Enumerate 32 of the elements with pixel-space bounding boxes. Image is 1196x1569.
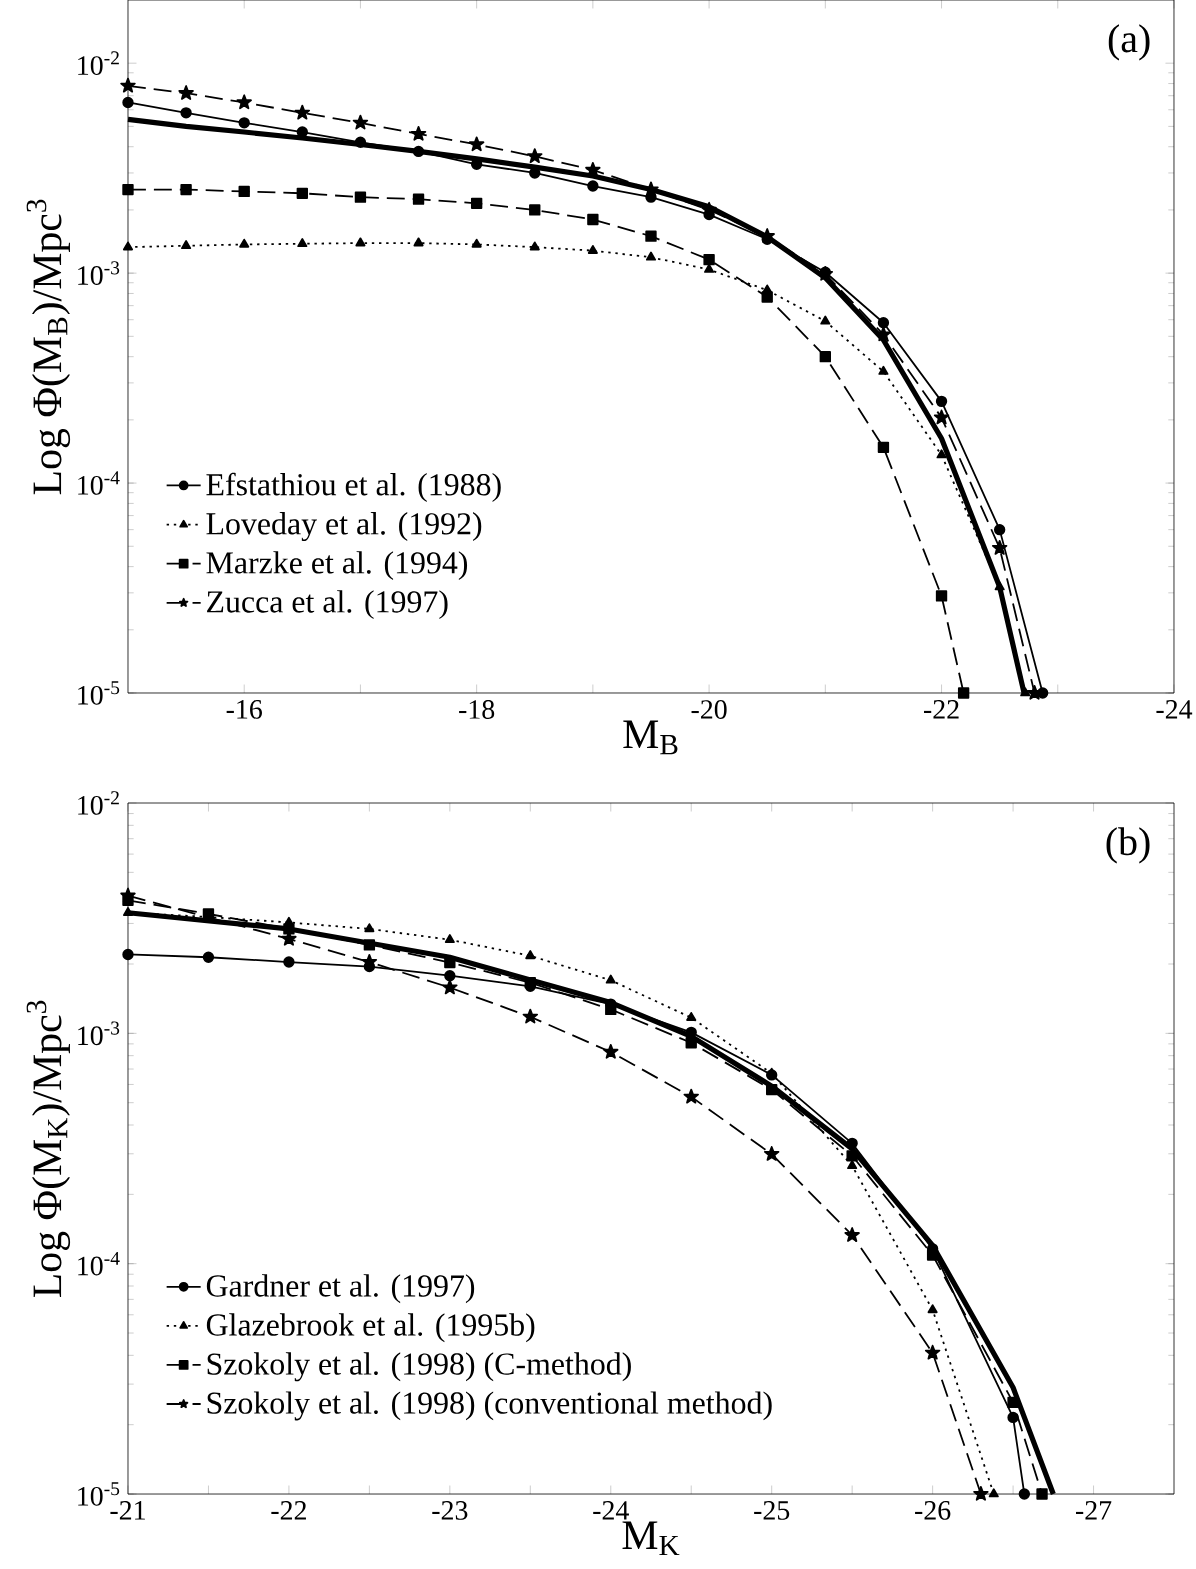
legend-label: Marzke et al. (1994) xyxy=(206,551,468,581)
y-tick-label: 10$^{-3}$ xyxy=(78,1021,120,1046)
y-tick-label: 10$^{-5}$ xyxy=(78,681,120,705)
y-tick-label: 10$^{-2}$ xyxy=(78,51,119,75)
legend-label: Loveday et al. (1992) xyxy=(206,512,482,542)
x-tick-label: -26 xyxy=(915,1501,951,1520)
x-tick-label: -25 xyxy=(754,1501,790,1520)
x-tick-label: -22 xyxy=(271,1501,306,1520)
y-tick-label: 10$^{-4}$ xyxy=(78,471,120,495)
annotation: (a) xyxy=(1108,24,1150,61)
annotation: (b) xyxy=(1106,827,1150,864)
legend-label: Szokoly et al. (1998) (conventional method) xyxy=(207,1391,772,1421)
y-axis-title: Log Φ(M$_{B}$)/Mpc$^{3}$ xyxy=(26,199,71,495)
legend-label: Gardner et al. (1997) xyxy=(206,1274,475,1304)
y-axis-title: Log Φ(M$_{K}$)/Mpc$^{3}$ xyxy=(26,1000,71,1298)
x-axis-title: M$_{K}$ xyxy=(622,1521,680,1556)
x-axis-title: M$_{B}$ xyxy=(623,720,678,755)
legend-label: Szokoly et al. (1998) (C-method) xyxy=(207,1352,631,1382)
legend-label: Zucca et al. (1997) xyxy=(207,590,448,620)
x-tick-label: -24 xyxy=(1156,700,1193,719)
x-tick-label: -23 xyxy=(432,1501,468,1520)
x-tick-label: -18 xyxy=(459,700,495,719)
y-tick-label: 10$^{-4}$ xyxy=(78,1251,120,1276)
legend-label: Glazebrook et al. (1995b) xyxy=(206,1313,535,1343)
x-tick-label: -16 xyxy=(226,700,262,719)
x-tick-label: -24 xyxy=(593,1501,629,1520)
y-tick-label: 10$^{-3}$ xyxy=(78,261,120,285)
x-tick-label: -22 xyxy=(923,700,959,719)
y-tick-label: 10$^{-2}$ xyxy=(78,791,119,815)
legend-label: Efstathiou et al. (1988) xyxy=(206,472,501,502)
x-tick-label: -27 xyxy=(1075,1501,1112,1520)
x-tick-label: -20 xyxy=(691,700,727,719)
